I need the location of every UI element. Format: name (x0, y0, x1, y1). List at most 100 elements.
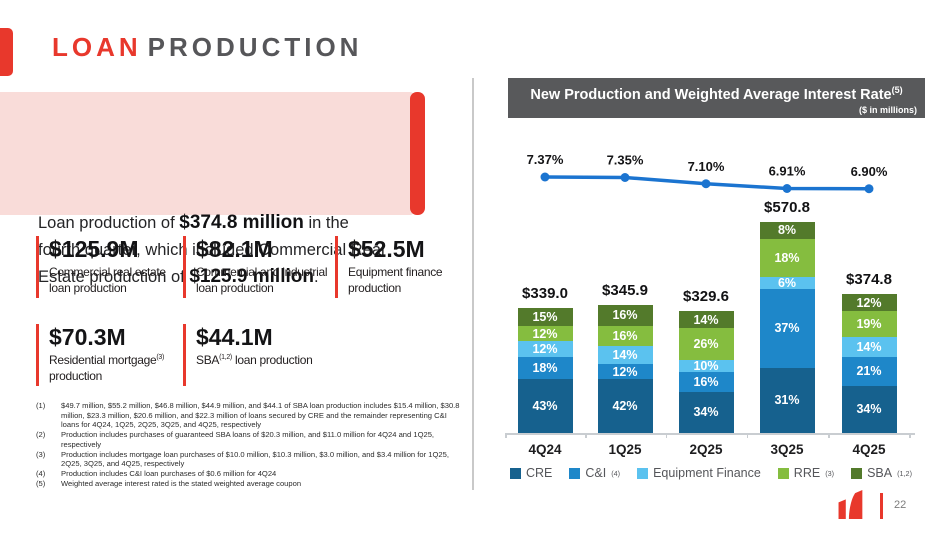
bar-segment-percent: 14% (856, 340, 882, 355)
footnote-number: (5) (36, 478, 46, 488)
summary-text: Loan production of $374.8 million in the… (38, 209, 390, 292)
interest-rate-line: 7.37% 7.35% 7.10% 6.91% 6.90% (527, 152, 888, 194)
metric-2: $82.1M Commercial and industrial loan pro… (183, 236, 335, 298)
metric-value: $125.9M (49, 236, 139, 262)
metric-4: $70.3M Residential mortgage(3) production (36, 324, 183, 386)
bar-segment: 16% (678, 372, 734, 392)
bar-segment: 14% (597, 345, 653, 364)
footnote-text: Production includes mortgage loan purcha… (61, 449, 449, 469)
bar-segment: 42% (597, 379, 653, 433)
bar-segment: 18% (517, 356, 573, 380)
bar-segment: 43% (517, 379, 573, 433)
legend-swatch (569, 467, 581, 479)
footnote-text: Production includes C&I loan purchases o… (61, 469, 277, 479)
bar-segment-percent: 16% (612, 328, 638, 343)
page-title: LOAN PRODUCTION (52, 32, 362, 63)
metric-value: $44.1M (196, 324, 273, 350)
legend-swatch (509, 467, 521, 479)
callout-red-edge (410, 92, 425, 215)
footnote: (1) $49.7 million, $55.2 million, $46.8 m… (36, 401, 466, 430)
footnote-number: (2) (36, 430, 46, 440)
metric-footnote-ref: (3) (156, 354, 165, 361)
legend-label: SBA (867, 466, 893, 480)
legend-swatch (777, 467, 789, 479)
bar-segment: 12% (517, 326, 573, 342)
footnote-number: (3) (36, 449, 46, 459)
bar-segment: 14% (678, 311, 734, 329)
summary-cre-value: $125.9 million (189, 265, 314, 287)
bar-segment-percent: 14% (612, 347, 638, 362)
metric-label-text: Residential mortgage (49, 353, 157, 367)
bar-segment: 12% (597, 363, 653, 380)
chart-title-text: New Production and Weighted Average Inte… (530, 86, 892, 103)
footer-divider (880, 493, 883, 519)
bar-segment-percent: 43% (532, 399, 558, 414)
metric-5: $44.1M SBA(1,2) loan production (183, 324, 335, 386)
x-axis-tick-label: 4Q25 (852, 442, 886, 457)
bar-segment-percent: 18% (532, 360, 558, 375)
footnotes: (1) $49.7 million, $55.2 million, $46.8 m… (36, 401, 466, 488)
legend-label: RRE (793, 466, 821, 480)
x-axis-tick-label: 1Q25 (608, 442, 642, 457)
metric-label: Residential mortgage(3) production (49, 353, 183, 384)
summary-total-value: $374.8 million (179, 212, 304, 233)
stacked-bar-4Q24: 43% 18% 12% 12% 15% (517, 307, 573, 433)
rate-line-marker (620, 173, 630, 182)
rate-data-label: 7.37% (527, 152, 564, 167)
bar-segment: 14% (841, 337, 897, 357)
bar-segment: 8% (759, 221, 815, 239)
stacked-bar-4Q25: 34% 21% 14% 19% 12% (841, 294, 897, 433)
chart-legend: CRE C&I (4) Equipment Finance RRE (3) SBA (1,2) (505, 466, 917, 480)
rate-data-label: 7.10% (688, 159, 725, 174)
bar-segment-percent: 26% (693, 336, 719, 351)
footnote: (2) Production includes purchases of guar… (36, 430, 466, 449)
footnote: (5) Weighted average interest rated is th… (36, 479, 466, 489)
bar-segment-percent: 12% (532, 326, 558, 341)
title-accent-tab (0, 28, 13, 76)
chart-title-footnote-ref: (5) (891, 85, 903, 95)
summary-callout: Loan production of $374.8 million in the… (0, 92, 414, 287)
bar-segment-percent: 16% (612, 308, 638, 323)
legend-footnote-ref: (1,2) (897, 468, 913, 478)
rate-line-marker (540, 172, 550, 182)
bar-total-label: $329.6 (683, 288, 729, 306)
new-production-chart: 7.37% 7.35% 7.10% 6.91% 6.90% CRE C&I (4) Equip… (505, 143, 925, 490)
footnote: (3) Production includes mortgage loan pur… (36, 450, 466, 469)
page-title-accent: LOAN (52, 32, 142, 62)
rate-data-label: 6.91% (769, 164, 806, 179)
bar-segment: 21% (841, 356, 897, 386)
bar-segment-percent: 19% (856, 317, 882, 332)
rate-line-marker (782, 184, 792, 193)
legend-item-cre: CRE (509, 466, 553, 480)
page-number: 22 (894, 499, 907, 511)
metric-label-text: Commercial and industrial loan productio… (196, 265, 328, 295)
bar-segment: 37% (759, 289, 815, 368)
bar-segment: 31% (759, 367, 815, 433)
metric-footnote-ref: (1,2) (219, 354, 232, 361)
footnote-number: (1) (36, 401, 46, 410)
bar-total-label: $374.8 (846, 271, 892, 289)
bar-total-label: $570.8 (764, 198, 810, 216)
bar-segment-percent: 34% (693, 405, 719, 420)
bar-segment-percent: 10% (693, 358, 719, 373)
bar-segment-percent: 12% (612, 364, 638, 379)
metric-label-text: Commercial real estate loan production (49, 265, 166, 295)
metric-label-text: Equipment finance production (348, 265, 443, 295)
bar-segment-percent: 14% (693, 312, 719, 327)
bar-segment-percent: 16% (693, 374, 719, 389)
bar-segment-percent: 12% (532, 341, 558, 356)
company-logo-icon (838, 490, 863, 519)
metric-value: $70.3M (49, 324, 126, 350)
vertical-divider (472, 78, 474, 490)
chart-units-label: ($ in millions) (858, 105, 917, 115)
bar-segment: 15% (517, 307, 573, 327)
legend-label: CRE (525, 466, 553, 480)
bar-segment-percent: 15% (532, 310, 558, 324)
metrics-grid: $125.9M Commercial real estate loan produ… (36, 236, 495, 386)
metric-value: $52.5M (348, 236, 425, 262)
bar-segment-percent: 21% (856, 364, 882, 379)
stacked-bar-1Q25: 42% 12% 14% 16% 16% (597, 305, 653, 433)
legend-label: Equipment Finance (653, 466, 761, 480)
metric-label: SBA(1,2) loan production (196, 353, 335, 369)
footnote-text: Production includes purchases of guarant… (61, 430, 435, 449)
